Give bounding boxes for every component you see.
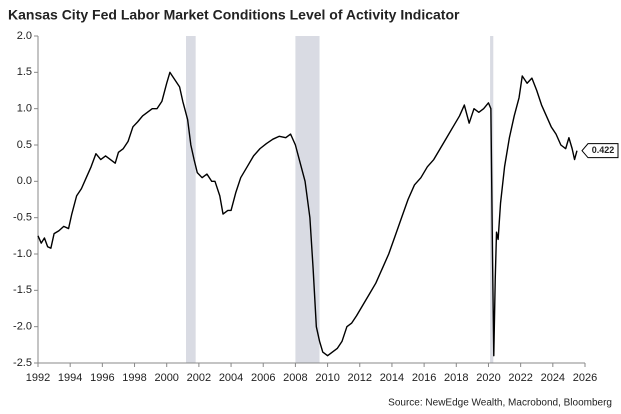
line-series [37,71,578,357]
x-tick-label: 2018 [444,372,468,384]
x-tick-label: 1996 [90,372,114,384]
x-tick-label: 2010 [315,372,339,384]
y-tick-label: -1.5 [13,284,32,296]
end-label: 0.422 [592,145,615,155]
x-tick-label: 1992 [26,372,50,384]
x-tick-label: 2012 [348,372,372,384]
y-tick-label: -2.5 [13,357,32,369]
x-tick-label: 2020 [476,372,500,384]
x-tick-label: 2008 [283,372,307,384]
y-tick-label: 0.0 [17,175,32,187]
y-tick-label: 1.5 [17,66,32,78]
y-tick-label: -0.5 [13,212,32,224]
end-label-box [581,143,619,159]
recession-band [186,36,196,363]
y-tick-label: -1.0 [13,248,32,260]
y-tick-label: 0.5 [17,139,32,151]
x-tick-label: 2016 [412,372,436,384]
x-tick-label: 2000 [154,372,178,384]
x-tick-label: 2006 [251,372,275,384]
x-tick-label: 1994 [58,372,82,384]
y-tick-label: 1.0 [17,103,32,115]
x-tick-label: 2024 [541,372,565,384]
x-tick-label: 2026 [573,372,597,384]
y-tick-label: 2.0 [17,30,32,42]
y-tick-label: -2.0 [13,321,32,333]
x-tick-label: 2002 [187,372,211,384]
x-tick-label: 2022 [508,372,532,384]
x-tick-label: 1998 [122,372,146,384]
chart-title: Kansas City Fed Labor Market Conditions … [8,7,460,23]
source: Source: NewEdge Wealth, Macrobond, Bloom… [388,398,612,409]
x-tick-label: 2014 [380,372,404,384]
x-tick-label: 2004 [219,372,243,384]
